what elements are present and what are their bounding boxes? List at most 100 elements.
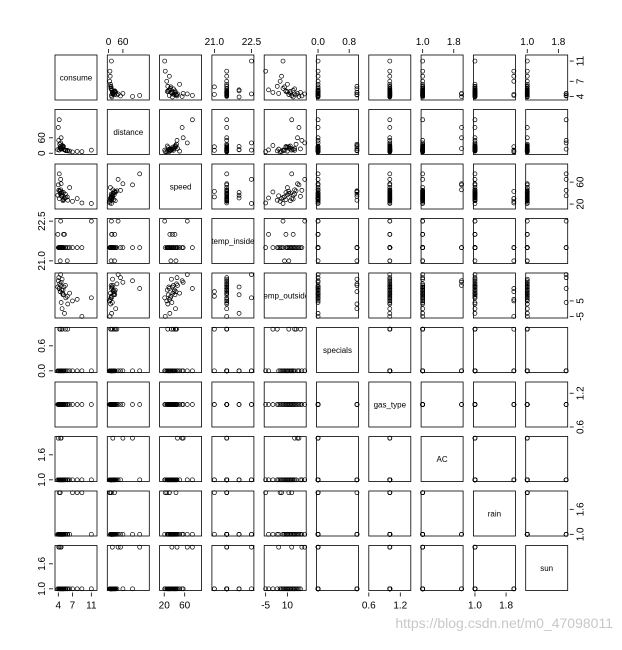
point: [296, 125, 302, 130]
point: [249, 368, 254, 374]
point: [420, 258, 426, 264]
point: [472, 146, 478, 152]
point: [472, 306, 478, 312]
point: [171, 326, 176, 332]
point: [420, 88, 426, 94]
point: [524, 289, 530, 294]
point: [180, 402, 186, 407]
point: [387, 278, 393, 284]
point: [266, 531, 271, 537]
point: [65, 301, 71, 307]
point: [315, 190, 321, 195]
point: [524, 326, 530, 332]
point: [263, 402, 268, 407]
point: [107, 68, 113, 74]
panel: [211, 490, 255, 537]
point: [524, 283, 530, 288]
point: [472, 275, 478, 281]
point: [420, 117, 426, 123]
point: [387, 88, 393, 94]
x-tick-label: 1.0: [468, 601, 482, 612]
point: [165, 477, 171, 483]
panel: [420, 218, 464, 264]
point: [283, 531, 289, 537]
point: [224, 314, 230, 319]
point: [120, 368, 126, 374]
point: [168, 295, 173, 301]
y-tick-label: 20: [576, 198, 587, 210]
point: [315, 195, 321, 200]
point: [315, 490, 321, 496]
point: [289, 402, 295, 407]
point: [190, 531, 195, 537]
point: [290, 196, 296, 202]
point: [459, 278, 464, 284]
point: [387, 286, 393, 291]
point: [420, 368, 426, 374]
point: [280, 368, 286, 374]
point: [224, 402, 230, 407]
point: [79, 402, 85, 407]
point: [315, 544, 321, 550]
point: [511, 245, 517, 250]
point: [387, 368, 393, 374]
point: [79, 200, 85, 206]
point: [524, 218, 530, 224]
point: [59, 306, 65, 312]
point: [563, 402, 569, 407]
point: [56, 477, 62, 483]
point: [179, 125, 185, 130]
point: [387, 232, 393, 237]
point: [286, 326, 292, 332]
point: [172, 531, 178, 537]
point: [511, 298, 517, 304]
point: [224, 290, 230, 296]
point: [62, 310, 67, 316]
point: [295, 135, 300, 141]
point: [280, 218, 286, 224]
point: [118, 402, 123, 407]
point: [511, 92, 517, 97]
point: [109, 218, 114, 224]
point: [295, 402, 300, 407]
point: [224, 292, 230, 298]
point: [472, 544, 478, 550]
point: [315, 314, 321, 319]
point: [115, 91, 121, 97]
x-tick-label: 60: [179, 601, 191, 612]
point: [118, 245, 123, 250]
point: [289, 531, 295, 537]
point: [65, 245, 71, 250]
point: [472, 281, 478, 287]
point: [180, 368, 186, 374]
point: [224, 531, 230, 537]
point: [315, 148, 321, 153]
panel: [106, 218, 150, 264]
point: [420, 286, 426, 291]
point: [387, 73, 393, 79]
point: [354, 258, 360, 264]
point: [63, 195, 69, 200]
point: [420, 73, 426, 79]
point: [212, 531, 217, 537]
point: [224, 73, 230, 79]
point: [70, 298, 75, 304]
point: [387, 295, 393, 301]
point: [387, 490, 393, 496]
point: [524, 78, 530, 84]
point: [274, 586, 280, 592]
variable-label: distance: [113, 128, 143, 137]
point: [472, 284, 478, 290]
point: [177, 368, 182, 374]
point: [524, 368, 530, 374]
point: [63, 295, 69, 301]
point: [224, 477, 230, 483]
point: [387, 310, 393, 316]
point: [184, 218, 190, 224]
point: [212, 144, 217, 150]
point: [224, 283, 230, 288]
point: [190, 368, 195, 374]
panel: [159, 381, 203, 428]
point: [302, 544, 308, 550]
point: [61, 232, 66, 237]
